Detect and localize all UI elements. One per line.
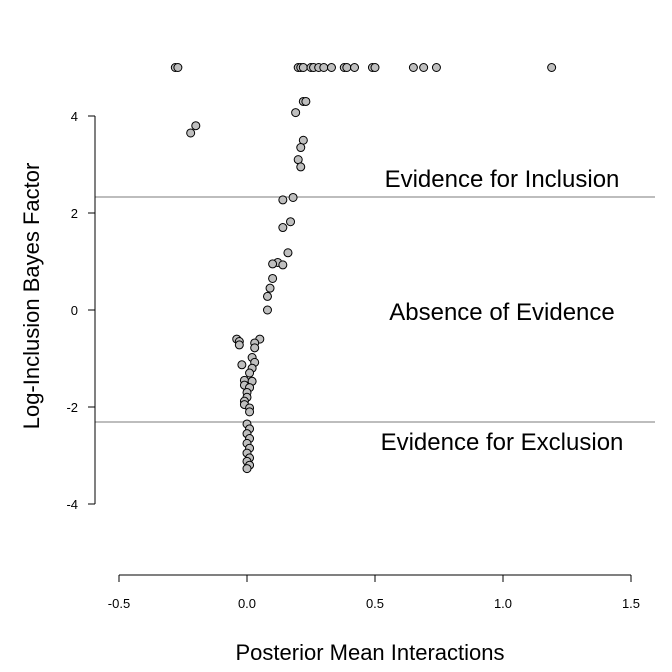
exclusion-region-label: Evidence for Exclusion [381, 429, 624, 456]
x-tick-label: 1.5 [622, 596, 640, 611]
y-tick-label: 0 [71, 303, 78, 318]
inclusion-region-label: Evidence for Inclusion [385, 166, 620, 193]
data-point [431, 63, 441, 72]
data-point [319, 63, 329, 72]
data-point [547, 63, 557, 72]
data-point [408, 63, 418, 72]
x-axis-title: Posterior Mean Interactions [235, 640, 504, 665]
reference-lines [95, 196, 655, 423]
data-point [342, 63, 352, 72]
data-point [278, 260, 288, 270]
data-point [278, 223, 288, 233]
data-point [245, 407, 255, 417]
data-point [296, 143, 306, 153]
data-point [278, 195, 288, 205]
data-point [283, 248, 293, 258]
y-axis-title: Log-Inclusion Bayes Factor [19, 163, 44, 430]
data-points [170, 63, 557, 474]
data-point [268, 259, 278, 269]
data-point [291, 108, 301, 118]
data-point [191, 121, 201, 131]
x-ticks: -0.5 0.0 0.5 1.0 1.5 [108, 575, 640, 611]
data-point [268, 273, 278, 283]
y-tick-label: -2 [66, 400, 78, 415]
data-point [262, 291, 272, 301]
y-tick-label: 2 [71, 206, 78, 221]
y-tick-label: -4 [66, 497, 78, 512]
data-point [301, 96, 311, 106]
x-tick-label: -0.5 [108, 596, 130, 611]
x-tick-label: 1.0 [494, 596, 512, 611]
data-point [288, 192, 298, 202]
x-tick-label: 0.5 [366, 596, 384, 611]
data-point [326, 63, 336, 72]
data-point [234, 340, 244, 350]
data-point [370, 63, 380, 72]
data-point [350, 63, 360, 72]
y-ticks: -4 -2 0 2 4 [66, 109, 95, 512]
data-point [262, 305, 272, 315]
data-point [186, 128, 196, 138]
x-tick-label: 0.0 [238, 596, 256, 611]
data-point [265, 283, 275, 293]
data-point [173, 63, 183, 72]
data-point [298, 63, 308, 72]
data-point [237, 360, 247, 370]
data-point [419, 63, 429, 72]
data-point [242, 464, 252, 474]
data-point [250, 343, 260, 353]
data-point [245, 368, 255, 378]
absence-region-label: Absence of Evidence [389, 299, 614, 326]
data-point [286, 217, 296, 227]
y-tick-label: 4 [71, 109, 78, 124]
data-point [296, 162, 306, 172]
